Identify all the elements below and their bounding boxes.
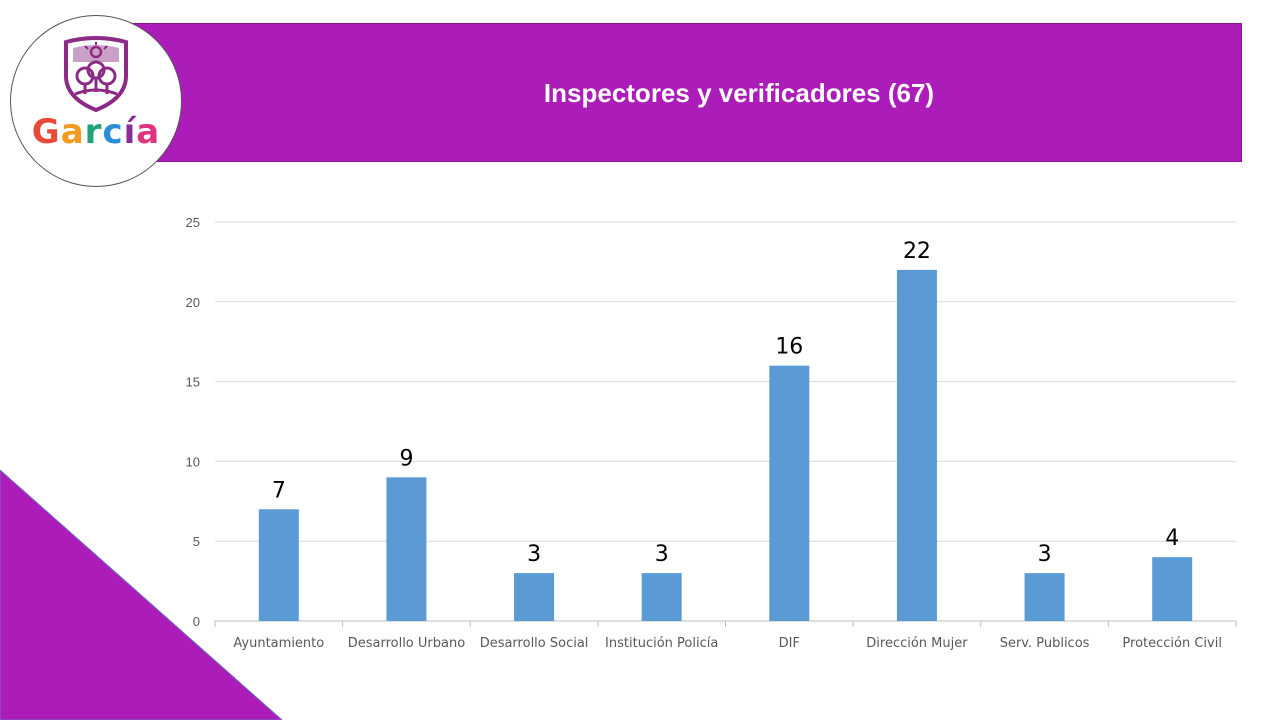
y-tick-label: 5 [193,534,200,549]
bar [514,573,555,621]
bar [258,509,299,621]
logo-letter: c [102,112,124,152]
y-tick-label: 15 [186,375,200,390]
y-tick-label: 25 [186,215,200,230]
x-tick-label: Desarrollo Social [480,636,589,651]
bar [641,573,682,621]
x-tick-label: Institución Policía [605,636,718,651]
data-label: 7 [272,478,286,503]
y-tick-label: 20 [186,295,200,310]
page-title: Inspectores y verificadores (67) [543,78,935,108]
data-label: 3 [655,542,669,567]
logo-letter: r [84,112,103,152]
crest-icon [64,36,128,112]
logo-letter: a [60,112,85,152]
x-tick-label: Serv. Publicos [1000,636,1090,651]
header-banner: Inspectores y verificadores (67) [126,23,1242,162]
data-label: 3 [527,542,541,567]
logo-text: García [11,112,181,152]
y-tick-label: 10 [186,454,200,469]
bar [386,477,427,621]
bar [896,269,937,621]
x-tick-label: Ayuntamiento [233,636,324,651]
data-label: 22 [903,239,931,264]
data-label: 9 [399,446,413,471]
x-tick-label: DIF [779,636,800,651]
logo-letter: a [136,112,161,152]
bar [1024,573,1065,621]
logo-letter: G [31,112,61,152]
data-label: 16 [775,335,803,360]
x-tick-label: Protección Civil [1122,636,1222,651]
x-tick-label: Desarrollo Urbano [348,636,466,651]
logo-letter: í [123,112,137,152]
bar [1152,557,1193,621]
x-tick-label: Dirección Mujer [866,636,968,651]
logo: García [10,15,182,187]
data-label: 3 [1038,542,1052,567]
y-tick-label: 0 [193,614,200,629]
bar [769,365,810,621]
data-label: 4 [1165,526,1179,551]
decorative-corner-triangle [0,470,283,720]
